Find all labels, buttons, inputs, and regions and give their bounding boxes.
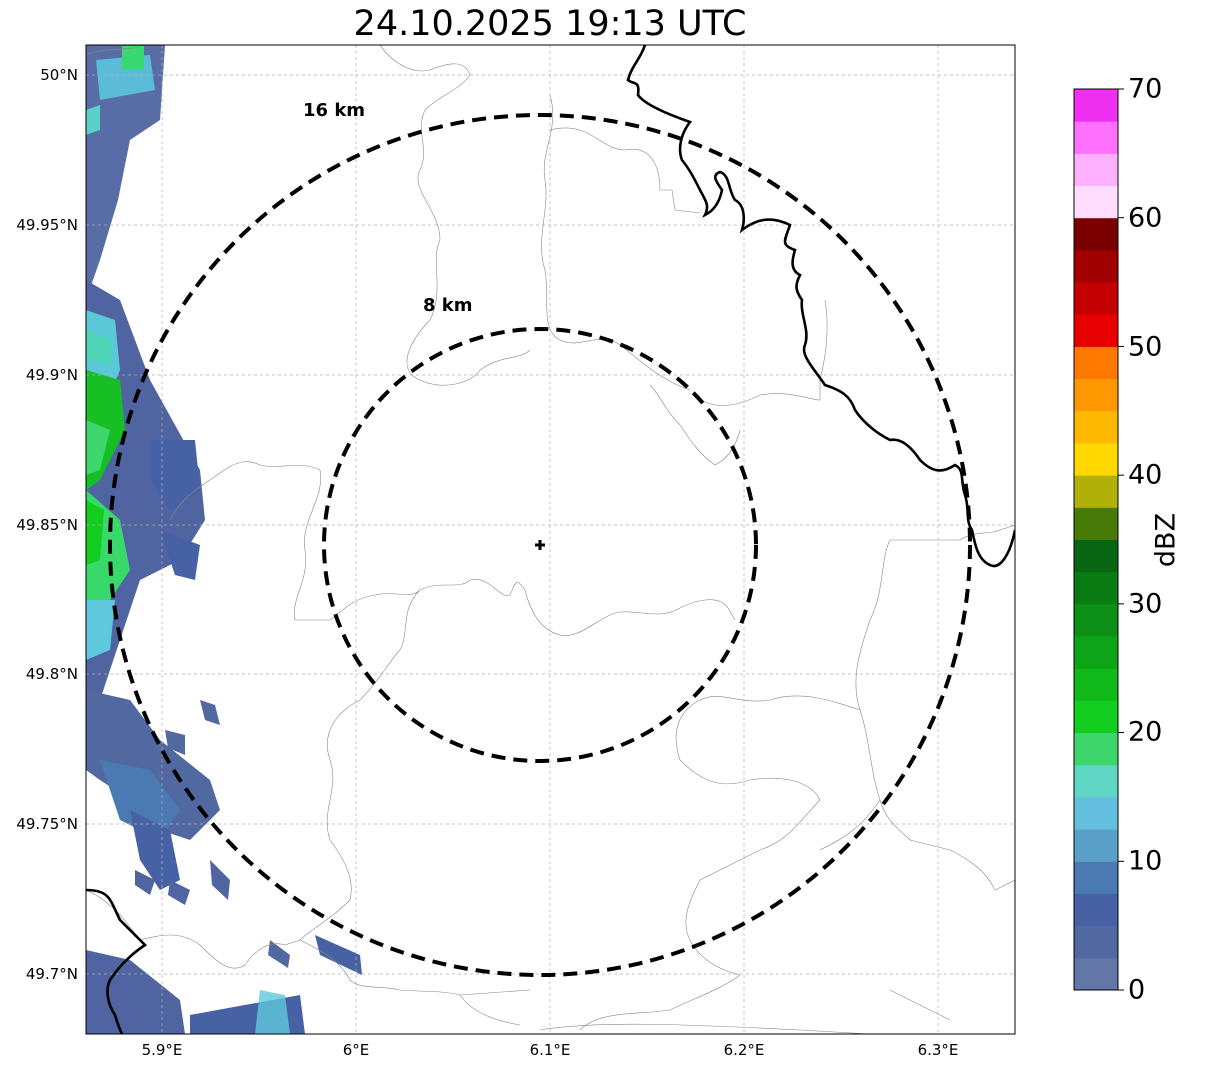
colorbar-segment bbox=[1074, 442, 1118, 476]
colorbar-segment bbox=[1074, 571, 1118, 605]
colorbar-segment bbox=[1074, 764, 1118, 798]
colorbar-segment bbox=[1074, 249, 1118, 283]
colorbar-tick: 20 bbox=[1128, 716, 1163, 748]
colorbar-segment bbox=[1074, 217, 1118, 251]
national-borders bbox=[86, 45, 1015, 1034]
radar-echoes bbox=[86, 45, 362, 1034]
admin-boundaries bbox=[86, 45, 1015, 1034]
ring-label-16km: 16 km bbox=[303, 100, 366, 121]
colorbar-segment bbox=[1074, 957, 1118, 991]
x-tick-label: 6.2°E bbox=[723, 1041, 765, 1059]
colorbar-segment bbox=[1074, 700, 1118, 734]
y-tick-label: 49.8°N bbox=[25, 665, 78, 683]
colorbar-segment bbox=[1074, 282, 1118, 315]
colorbar-segment bbox=[1074, 475, 1118, 508]
range-ring-8km bbox=[322, 327, 758, 763]
colorbar-segment bbox=[1074, 668, 1118, 701]
colorbar-tick: 0 bbox=[1128, 974, 1146, 1006]
colorbar-frame bbox=[1073, 88, 1119, 991]
colorbar-segment bbox=[1074, 378, 1118, 412]
radar-site-marker bbox=[535, 540, 545, 550]
y-tick-label: 49.7°N bbox=[25, 965, 78, 983]
colorbar-tick: 50 bbox=[1128, 331, 1163, 363]
colorbar-segment bbox=[1074, 603, 1118, 637]
colorbar-segment bbox=[1074, 89, 1118, 122]
x-tick-label: 6.3°E bbox=[917, 1041, 959, 1059]
map-title: 24.10.2025 19:13 UTC bbox=[353, 4, 747, 44]
colorbar-tick: 10 bbox=[1128, 845, 1163, 877]
colorbar-segment bbox=[1074, 507, 1118, 540]
colorbar-segment bbox=[1074, 925, 1118, 959]
colorbar-segment bbox=[1074, 861, 1118, 894]
colorbar-segment bbox=[1074, 410, 1118, 444]
colorbar-tick: 40 bbox=[1128, 459, 1163, 491]
y-tick-label: 50°N bbox=[40, 66, 78, 84]
y-tick-label: 49.9°N bbox=[25, 366, 78, 384]
colorbar-tick: 30 bbox=[1128, 588, 1163, 620]
colorbar-segment bbox=[1074, 121, 1118, 154]
map-frame bbox=[85, 44, 1016, 1035]
colorbar-segment bbox=[1074, 893, 1118, 927]
colorbar-segment bbox=[1074, 796, 1118, 830]
colorbar-segment bbox=[1074, 185, 1118, 219]
colorbar-tick: 70 bbox=[1128, 73, 1163, 105]
x-tick-label: 5.9°E bbox=[141, 1041, 183, 1059]
colorbar-segment bbox=[1074, 732, 1118, 766]
colorbar-segment bbox=[1074, 153, 1118, 187]
y-tick-label: 49.85°N bbox=[16, 516, 78, 534]
y-tick-label: 49.95°N bbox=[16, 216, 78, 234]
colorbar-segment bbox=[1074, 539, 1118, 573]
colorbar-segment bbox=[1074, 636, 1118, 669]
y-tick-label: 49.75°N bbox=[16, 815, 78, 833]
colorbar bbox=[1074, 88, 1124, 991]
colorbar-segment bbox=[1074, 314, 1118, 347]
range-ring-16km bbox=[108, 113, 972, 977]
colorbar-label: dBZ bbox=[1150, 512, 1182, 568]
x-tick-label: 6°E bbox=[342, 1041, 370, 1059]
colorbar-segment bbox=[1074, 829, 1118, 862]
ring-label-8km: 8 km bbox=[423, 295, 473, 316]
colorbar-tick: 60 bbox=[1128, 202, 1163, 234]
x-tick-label: 6.1°E bbox=[529, 1041, 571, 1059]
colorbar-segment bbox=[1074, 346, 1118, 380]
